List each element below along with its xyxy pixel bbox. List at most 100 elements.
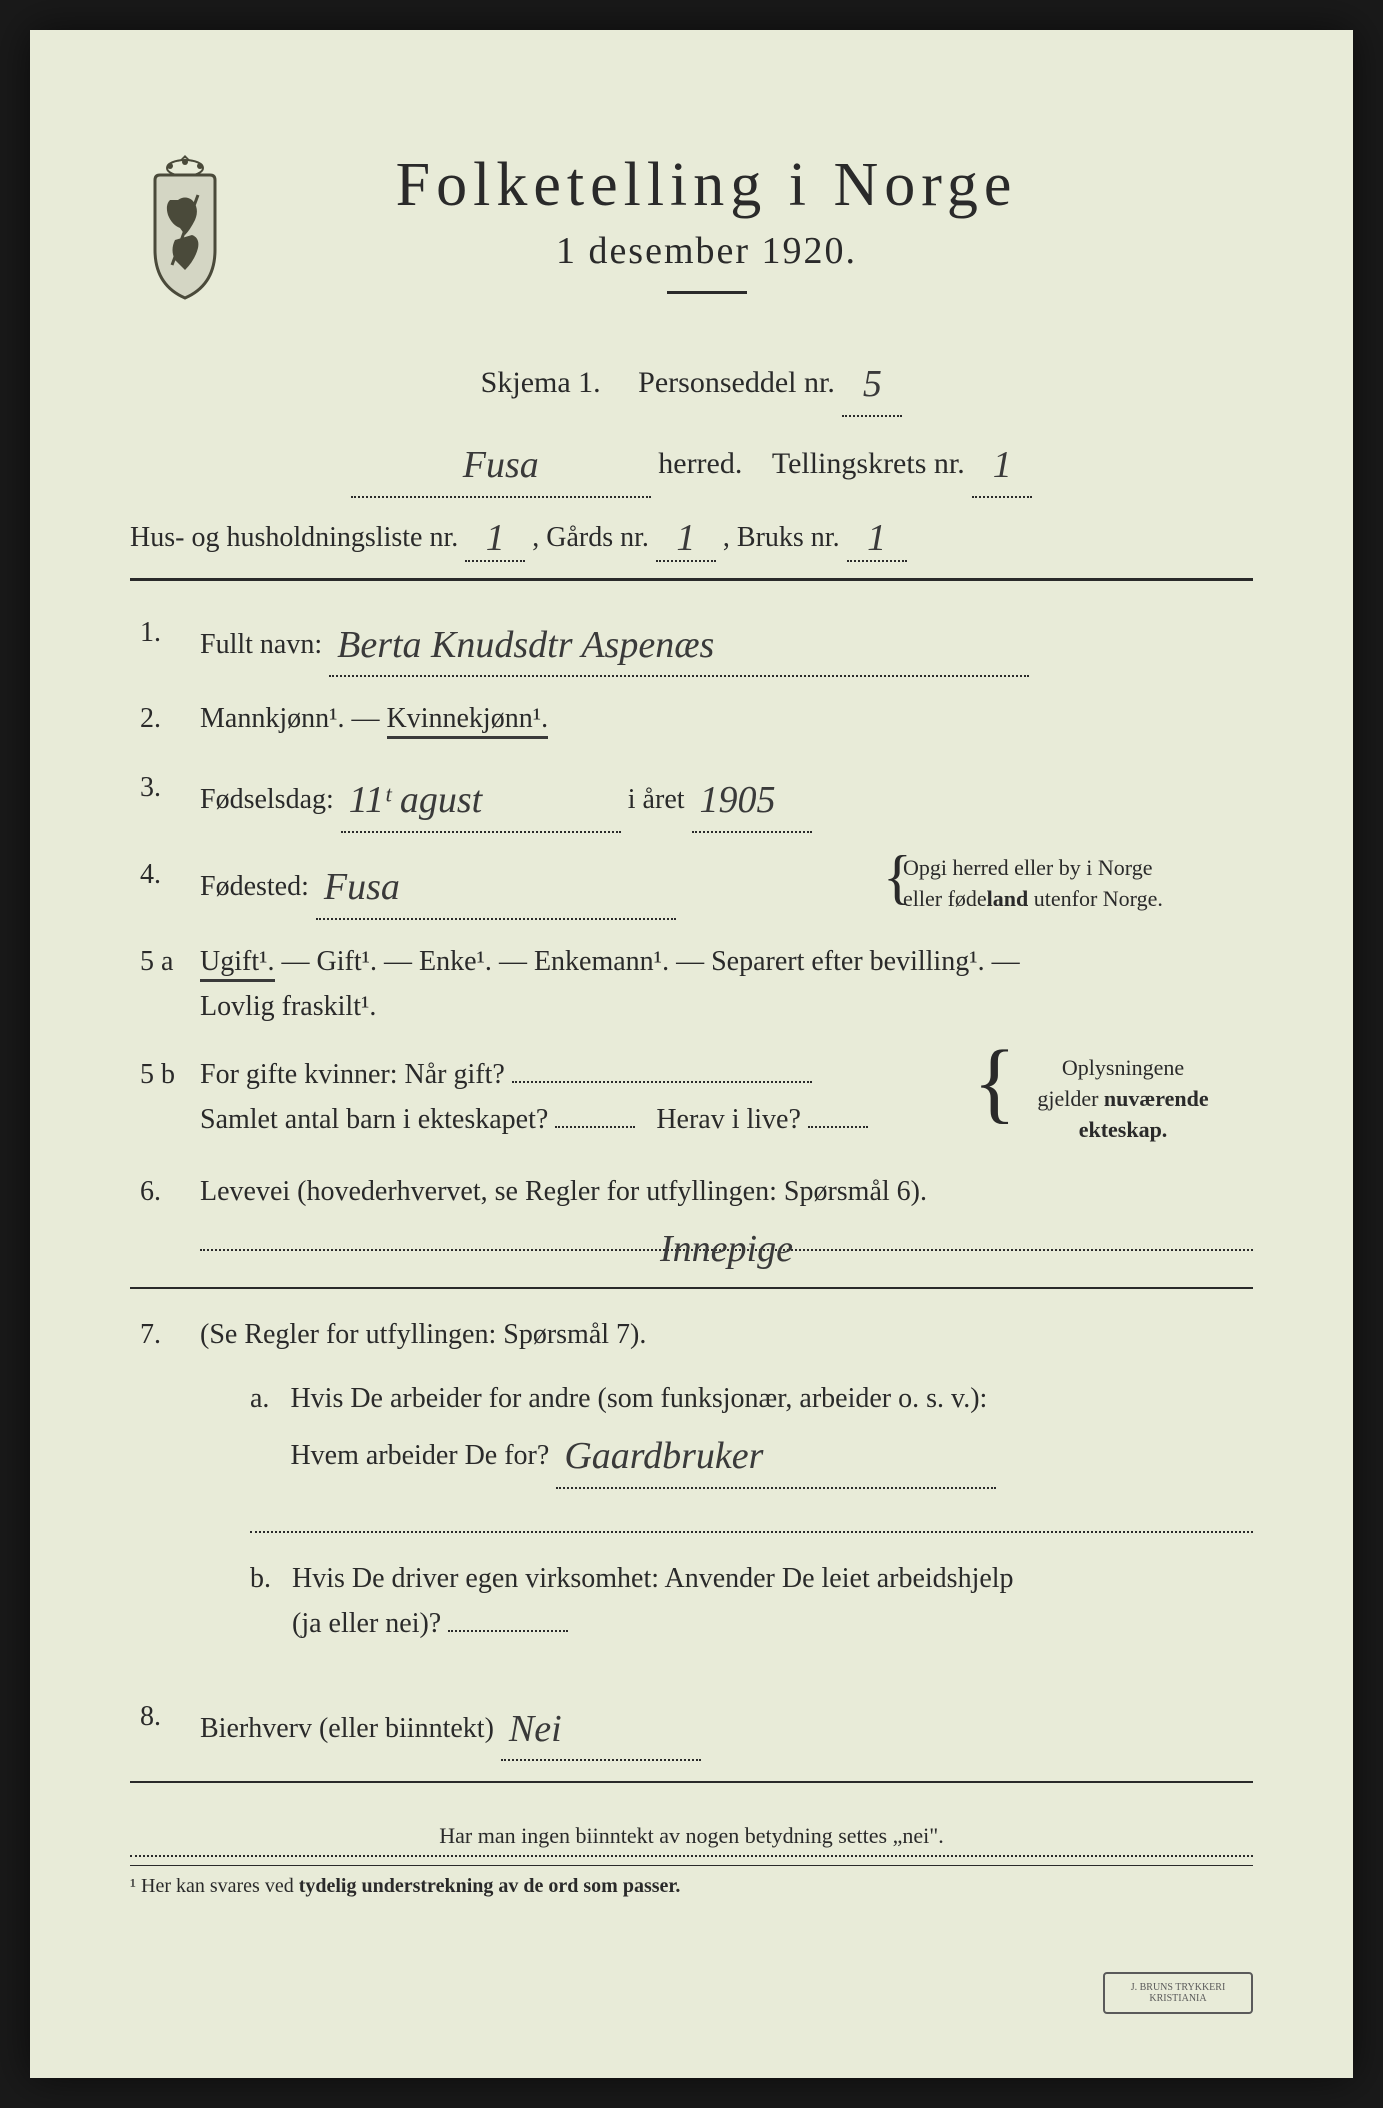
q5b-line2b: Herav i live? — [656, 1104, 801, 1135]
gards-nr: 1 — [656, 516, 716, 562]
q7b-line2: (ja eller nei)? — [292, 1608, 441, 1639]
title-divider — [667, 291, 747, 294]
q5a-lovlig: Lovlig fraskilt¹. — [200, 991, 376, 1022]
tellingskrets-nr: 1 — [972, 435, 1032, 498]
q4-note1: Opgi herred eller by i Norge — [903, 855, 1152, 880]
coat-of-arms-icon — [130, 150, 240, 300]
main-title: Folketelling i Norge — [270, 150, 1143, 221]
q1-body: Fullt navn: Berta Knudsdtr Aspenæs — [200, 611, 1253, 674]
herred-value: Fusa — [351, 435, 651, 498]
q5a-body: Ugift¹. — Gift¹. — Enke¹. — Enkemann¹. —… — [200, 940, 1253, 1030]
q1-value: Berta Knudsdtr Aspenæs — [329, 615, 1029, 678]
printer-stamp: J. BRUNS TRYKKERI KRISTIANIA — [1103, 1972, 1253, 2014]
divider-8-foot — [130, 1781, 1253, 1783]
divider-6-7 — [130, 1287, 1253, 1289]
q7b-line1: Hvis De driver egen virksomhet: Anvender… — [292, 1563, 1014, 1594]
brace-icon-2: { — [973, 1047, 1016, 1119]
meta-row-2: Fusa herred. Tellingskrets nr. 1 — [130, 431, 1253, 494]
q1-num: 1. — [130, 611, 200, 674]
q3-year: 1905 — [692, 770, 812, 833]
q4-sidenote: { Opgi herred eller by i Norge eller fød… — [903, 853, 1253, 915]
personseddel-label: Personseddel nr. — [638, 366, 835, 399]
q7a-line2: Hvem arbeider De for? — [290, 1440, 549, 1471]
q2-kvinne: Kvinnekjønn¹. — [387, 703, 549, 739]
meta-row-1: Skjema 1. Personseddel nr. 5 — [130, 350, 1253, 413]
q5b-row: 5 b { Oplysningene gjelder nuværende ekt… — [130, 1053, 1253, 1145]
herred-label: herred. — [658, 447, 742, 480]
q5a-enkemann: Enkemann¹. — [534, 946, 669, 977]
q7a-line1: Hvis De arbeider for andre (som funksjon… — [290, 1383, 987, 1414]
q5b-blank1 — [512, 1081, 812, 1083]
q6-label: Levevei (hovederhvervet, se Regler for u… — [200, 1176, 927, 1207]
q6-row: 6. Levevei (hovederhvervet, se Regler fo… — [130, 1170, 1253, 1263]
q5b-num: 5 b — [130, 1053, 200, 1145]
q7b: b. Hvis De driver egen virksomhet: Anven… — [250, 1557, 1253, 1647]
q4-num: 4. — [130, 853, 200, 916]
husliste-nr: 1 — [465, 516, 525, 562]
q8-row: 8. Bierhverv (eller biinntekt) Nei — [130, 1695, 1253, 1758]
meta-block: Skjema 1. Personseddel nr. 5 Fusa herred… — [130, 350, 1253, 558]
q1-row: 1. Fullt navn: Berta Knudsdtr Aspenæs — [130, 611, 1253, 674]
q6-value: Innepige — [660, 1228, 793, 1270]
q5a-gift: Gift¹. — [317, 946, 378, 977]
q4-row: 4. { Opgi herred eller by i Norge eller … — [130, 853, 1253, 916]
footnote-ref: ¹ Her kan svares ved tydelig understrekn… — [130, 1865, 1253, 1898]
q5b-blank2 — [555, 1126, 635, 1128]
q7a-label: a. — [250, 1383, 269, 1414]
personseddel-nr: 5 — [842, 354, 902, 417]
q7b-blank — [448, 1630, 568, 1632]
q7-label: (Se Regler for utfyllingen: Spørsmål 7). — [200, 1319, 646, 1350]
crest-svg — [130, 150, 240, 300]
footnote-note: Har man ingen biinntekt av nogen betydni… — [130, 1823, 1253, 1857]
q5a-ugift: Ugift¹. — [200, 946, 275, 982]
q5a-row: 5 a Ugift¹. — Gift¹. — Enke¹. — Enkemann… — [130, 940, 1253, 1030]
q5a-separert: Separert efter bevilling¹. — [711, 946, 985, 977]
q5b-line1: For gifte kvinner: Når gift? — [200, 1059, 505, 1090]
q4-label: Fødested: — [200, 871, 309, 902]
q6-body: Levevei (hovederhvervet, se Regler for u… — [200, 1170, 1253, 1263]
q8-body: Bierhverv (eller biinntekt) Nei — [200, 1695, 1253, 1758]
q4-note2: eller fødeland utenfor Norge. — [903, 886, 1163, 911]
bruks-nr: 1 — [847, 516, 907, 562]
q1-label: Fullt navn: — [200, 629, 322, 660]
q3-label: Fødselsdag: — [200, 784, 334, 815]
meta-row-3: Hus- og husholdningsliste nr. 1 , Gårds … — [130, 512, 1253, 558]
q5b-note3: ekteskap. — [1079, 1117, 1168, 1142]
q5b-sidenote: { Oplysningene gjelder nuværende ekteska… — [993, 1053, 1253, 1145]
census-form-page: Folketelling i Norge 1 desember 1920. Sk… — [30, 30, 1353, 2078]
schema-label: Skjema 1. — [481, 366, 601, 399]
q3-num: 3. — [130, 766, 200, 829]
q3-row: 3. Fødselsdag: 11ᵗ agust i året 1905 — [130, 766, 1253, 829]
footnote-block: Har man ingen biinntekt av nogen betydni… — [130, 1823, 1253, 1898]
title-block: Folketelling i Norge 1 desember 1920. — [270, 150, 1253, 294]
tellingskrets-label: Tellingskrets nr. — [772, 447, 965, 480]
q5b-body: { Oplysningene gjelder nuværende ekteska… — [200, 1053, 1253, 1145]
q8-label: Bierhverv (eller biinntekt) — [200, 1713, 494, 1744]
q3-day: 11ᵗ agust — [341, 770, 621, 833]
q7-row: 7. (Se Regler for utfyllingen: Spørsmål … — [130, 1313, 1253, 1671]
q8-num: 8. — [130, 1695, 200, 1758]
q3-year-label: i året — [628, 784, 685, 815]
q7b-label: b. — [250, 1563, 271, 1594]
q7a-blank-line — [250, 1497, 1253, 1533]
subtitle: 1 desember 1920. — [270, 229, 1143, 273]
main-divider — [130, 578, 1253, 581]
question-list: 1. Fullt navn: Berta Knudsdtr Aspenæs 2.… — [130, 611, 1253, 1899]
q3-body: Fødselsdag: 11ᵗ agust i året 1905 — [200, 766, 1253, 829]
q7a: a. Hvis De arbeider for andre (som funks… — [250, 1377, 1253, 1533]
q7a-value: Gaardbruker — [556, 1426, 996, 1489]
q5b-blank3 — [808, 1126, 868, 1128]
brace-icon: { — [883, 853, 912, 901]
husliste-label: Hus- og husholdningsliste nr. — [130, 522, 458, 553]
bruks-label: , Bruks nr. — [723, 522, 840, 553]
gards-label: , Gårds nr. — [532, 522, 649, 553]
q4-body: { Opgi herred eller by i Norge eller fød… — [200, 853, 1253, 916]
q2-row: 2. Mannkjønn¹. — Kvinnekjønn¹. — [130, 697, 1253, 742]
q2-num: 2. — [130, 697, 200, 742]
q5b-line2a: Samlet antal barn i ekteskapet? — [200, 1104, 548, 1135]
q4-value: Fusa — [316, 857, 676, 920]
q5a-num: 5 a — [130, 940, 200, 1030]
header: Folketelling i Norge 1 desember 1920. — [130, 150, 1253, 300]
q7-num: 7. — [130, 1313, 200, 1671]
q6-num: 6. — [130, 1170, 200, 1263]
